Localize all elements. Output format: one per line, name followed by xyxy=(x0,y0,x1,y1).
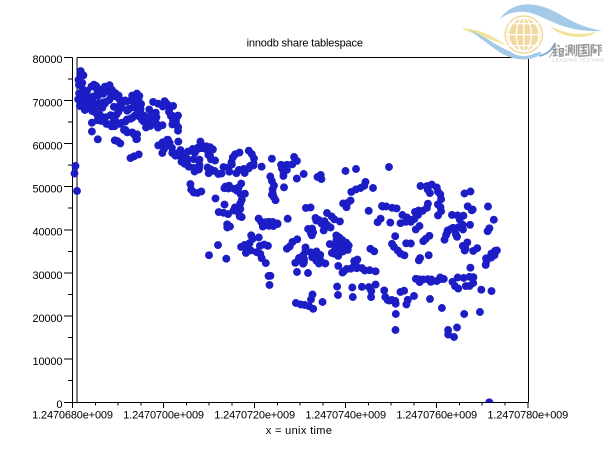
svg-text:0: 0 xyxy=(56,399,62,411)
svg-text:60000: 60000 xyxy=(33,140,63,152)
svg-text:50000: 50000 xyxy=(33,184,63,196)
svg-text:1.2470700e+009: 1.2470700e+009 xyxy=(123,409,204,421)
svg-text:innodb share tablespace: innodb share tablespace xyxy=(247,38,363,50)
svg-text:30000: 30000 xyxy=(33,270,63,282)
svg-text:x = unix time: x = unix time xyxy=(266,425,333,437)
svg-text:LEADING TESTING: LEADING TESTING xyxy=(553,58,605,63)
svg-text:1.2470780e+009: 1.2470780e+009 xyxy=(487,409,568,421)
svg-text:1.2470720e+009: 1.2470720e+009 xyxy=(214,409,295,421)
svg-text:1.2470760e+009: 1.2470760e+009 xyxy=(396,409,477,421)
svg-text:10000: 10000 xyxy=(33,356,63,368)
svg-text:80000: 80000 xyxy=(33,54,63,66)
svg-text:20000: 20000 xyxy=(33,313,63,325)
svg-text:40000: 40000 xyxy=(33,227,63,239)
svg-text:1.2470680e+009: 1.2470680e+009 xyxy=(32,409,113,421)
svg-text:70000: 70000 xyxy=(33,97,63,109)
svg-text:1.2470740e+009: 1.2470740e+009 xyxy=(305,409,386,421)
